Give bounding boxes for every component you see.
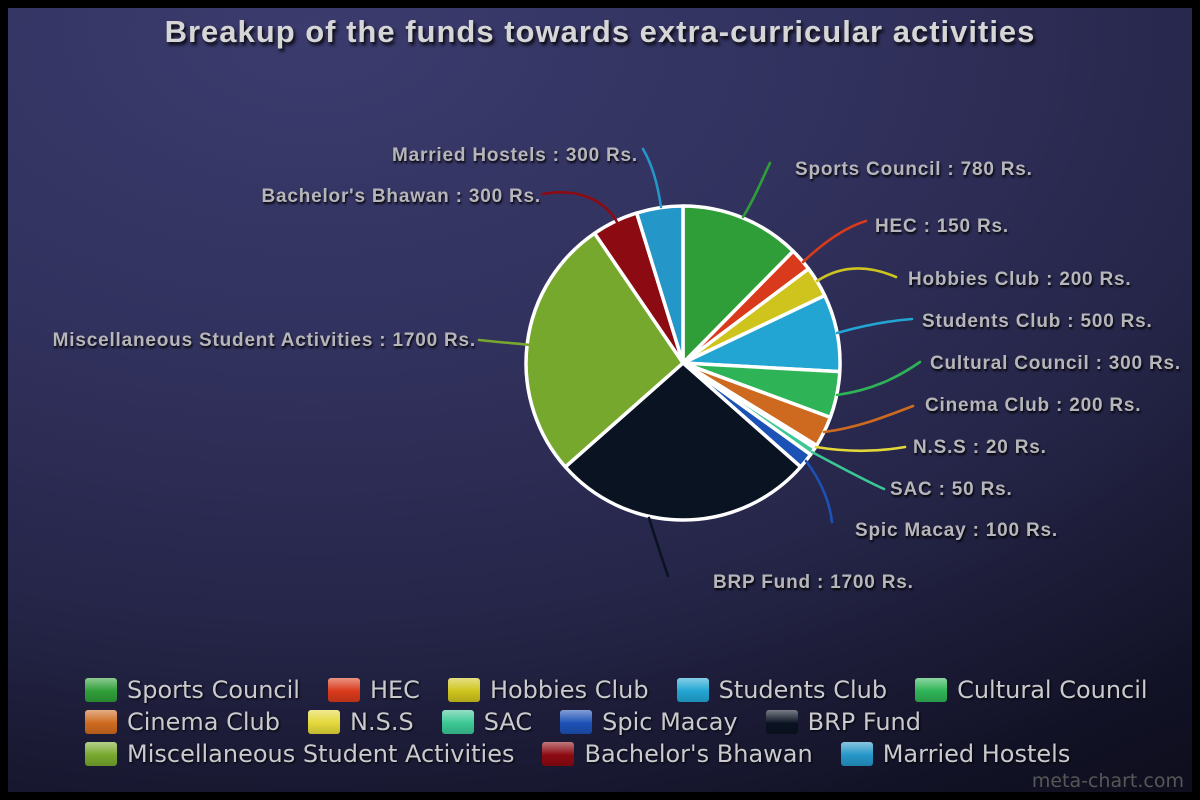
legend-item-students-club: Students Club — [676, 676, 888, 704]
leader-line-cultural-council — [835, 360, 922, 397]
legend-swatch-sac — [441, 710, 474, 734]
legend-label: SAC — [483, 708, 533, 736]
legend-item-sac: SAC — [441, 708, 533, 736]
legend-label: Sports Council — [127, 676, 300, 704]
legend-swatch-n-s-s — [308, 710, 340, 734]
legend-label: Spic Macay — [602, 708, 738, 736]
legend-row: Sports Council HEC Hobbies Club Students Cl… — [85, 676, 1148, 704]
leader-line-n-s-s — [814, 445, 907, 453]
legend-item-married-hostels: Married Hostels — [840, 740, 1071, 768]
legend-swatch-miscellaneous-student-activities — [85, 742, 117, 766]
legend-swatch-married-hostels — [840, 742, 873, 766]
legend-swatch-cultural-council — [915, 678, 948, 702]
watermark: meta-chart.com — [1031, 770, 1184, 792]
callout-hec: HEC : 150 Rs. — [875, 216, 1009, 237]
callout-sac: SAC : 50 Rs. — [890, 479, 1013, 500]
legend-row: Cinema Club N.S.S SAC Spic Macay BRP Fund — [85, 708, 1148, 736]
legend-item-cultural-council: Cultural Council — [915, 676, 1148, 704]
callout-brp-fund: BRP Fund : 1700 Rs. — [713, 572, 914, 593]
legend-label: Bachelor's Bhawan — [584, 740, 813, 768]
leader-line-married-hostels — [641, 147, 663, 209]
legend-item-brp-fund: BRP Fund — [765, 708, 921, 736]
callout-students-club: Students Club : 500 Rs. — [922, 311, 1153, 332]
pie-slice-married-hostels — [634, 204, 685, 365]
legend-swatch-cinema-club — [85, 710, 117, 734]
callout-miscellaneous-student-activities: Miscellaneous Student Activities : 1700 … — [52, 330, 476, 351]
legend-item-miscellaneous-student-activities: Miscellaneous Student Activities — [85, 740, 514, 768]
legend-swatch-hobbies-club — [447, 678, 480, 702]
legend-row: Miscellaneous Student Activities Bachelor… — [85, 740, 1148, 768]
legend-label: Students Club — [718, 676, 888, 704]
leader-line-miscellaneous-student-activities — [477, 338, 532, 347]
callout-cultural-council: Cultural Council : 300 Rs. — [930, 353, 1181, 374]
callout-hobbies-club: Hobbies Club : 200 Rs. — [908, 269, 1132, 290]
legend-label: Married Hostels — [882, 740, 1071, 768]
legend-item-cinema-club: Cinema Club — [85, 708, 280, 736]
legend-swatch-sports-council — [85, 678, 117, 702]
leader-line-sports-council — [741, 161, 772, 219]
legend-label: Cultural Council — [957, 676, 1148, 704]
legend-label: N.S.S — [350, 708, 414, 736]
leader-line-sac — [810, 450, 886, 491]
leader-line-brp-fund — [647, 516, 670, 578]
legend-item-sports-council: Sports Council — [85, 676, 300, 704]
leader-line-cinema-club — [822, 404, 915, 434]
legend-label: Hobbies Club — [489, 676, 649, 704]
chart-title: Breakup of the funds towards extra-curri… — [164, 14, 1036, 49]
callout-married-hostels: Married Hostels : 300 Rs. — [392, 145, 638, 166]
legend-swatch-students-club — [676, 678, 709, 702]
callout-cinema-club: Cinema Club : 200 Rs. — [925, 395, 1142, 416]
legend-swatch-bachelor-s-bhawan — [542, 742, 575, 766]
legend-item-bachelor-s-bhawan: Bachelor's Bhawan — [542, 740, 813, 768]
leader-line-bachelor-s-bhawan — [541, 191, 619, 224]
legend-label: Cinema Club — [127, 708, 280, 736]
leader-line-spic-macay — [804, 459, 834, 524]
callout-sports-council: Sports Council : 780 Rs. — [795, 159, 1033, 180]
legend-swatch-hec — [327, 678, 360, 702]
legend-label: Miscellaneous Student Activities — [127, 740, 515, 768]
legend-swatch-spic-macay — [560, 710, 593, 734]
legend-item-hobbies-club: Hobbies Club — [447, 676, 649, 704]
legend-label: BRP Fund — [807, 708, 921, 736]
legend-label: HEC — [369, 676, 420, 704]
pie-slice-brp-fund — [563, 361, 803, 522]
legend-swatch-brp-fund — [765, 710, 798, 734]
leader-line-hec — [801, 219, 868, 264]
callout-bachelor-s-bhawan: Bachelor's Bhawan : 300 Rs. — [261, 186, 541, 207]
leader-line-hobbies-club — [815, 267, 898, 283]
legend-item-spic-macay: Spic Macay — [560, 708, 738, 736]
callout-spic-macay: Spic Macay : 100 Rs. — [855, 520, 1058, 541]
callout-n-s-s: N.S.S : 20 Rs. — [913, 437, 1047, 458]
leader-line-students-club — [835, 317, 914, 335]
legend-item-hec: HEC — [327, 676, 420, 704]
legend-item-n-s-s: N.S.S — [308, 708, 414, 736]
legend: Sports Council HEC Hobbies Club Students Cl… — [85, 676, 1148, 768]
